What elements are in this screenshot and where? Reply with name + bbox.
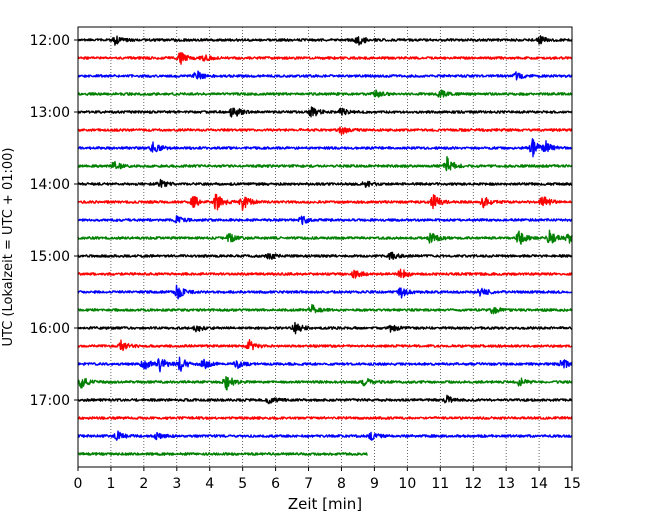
trace-1645: [77, 375, 573, 391]
x-tick-label: 10: [398, 476, 416, 492]
y-tick-label: 16:00: [30, 321, 70, 337]
x-tick-label: 14: [530, 476, 548, 492]
x-tick-label: 6: [271, 476, 280, 492]
trace-1415: [77, 193, 573, 211]
y-axis-label: UTC (Lokalzeit = UTC + 01:00): [1, 148, 16, 347]
trace-1430: [77, 215, 573, 226]
y-tick-label: 12:00: [30, 33, 70, 49]
x-tick-label: 0: [74, 476, 83, 492]
x-tick-label: 2: [139, 476, 148, 492]
trace-1600: [77, 321, 573, 335]
x-tick-label: 7: [304, 476, 313, 492]
trace-1400: [77, 178, 573, 188]
trace-1215: [77, 51, 573, 65]
x-tick-label: 12: [464, 476, 482, 492]
trace-1300: [77, 106, 573, 118]
trace-1630: [77, 356, 573, 373]
trace-1715: [77, 416, 573, 420]
x-tick-label: 5: [238, 476, 247, 492]
x-tick-label: 4: [205, 476, 214, 492]
x-axis-ticks: 0 1 2 3 4 5 6 7 8 9 10 11 12 13 14 15: [74, 467, 581, 492]
x-tick-label: 11: [431, 476, 449, 492]
trace-1200: [77, 35, 573, 46]
grid-lines: [110, 27, 540, 467]
traces: [77, 35, 573, 456]
trace-1445: [77, 229, 573, 245]
y-tick-label: 15:00: [30, 249, 70, 265]
trace-1530: [77, 284, 573, 300]
trace-1330: [77, 138, 573, 158]
x-tick-label: 9: [370, 476, 379, 492]
y-tick-label: 13:00: [30, 105, 70, 121]
trace-1745: [77, 452, 368, 456]
trace-1230: [77, 70, 573, 81]
trace-1700: [77, 394, 573, 405]
y-axis-ticks: 12:00 13:00 14:00 15:00 16:00 17:00: [30, 33, 78, 409]
x-axis-label: Zeit [min]: [288, 495, 362, 513]
trace-1245: [77, 89, 573, 98]
trace-1315: [77, 126, 573, 136]
x-tick-label: 1: [106, 476, 115, 492]
x-tick-label: 15: [563, 476, 581, 492]
plot-frame: [77, 26, 573, 468]
trace-1615: [77, 339, 573, 351]
y-tick-label: 14:00: [30, 177, 70, 193]
trace-1500: [77, 251, 573, 260]
trace-1345: [77, 155, 573, 172]
y-tick-label: 17:00: [30, 393, 70, 409]
x-tick-label: 13: [497, 476, 515, 492]
x-tick-label: 8: [337, 476, 346, 492]
x-tick-label: 3: [172, 476, 181, 492]
trace-1730: [77, 430, 573, 441]
trace-1545: [77, 304, 573, 315]
trace-1515: [77, 268, 573, 279]
